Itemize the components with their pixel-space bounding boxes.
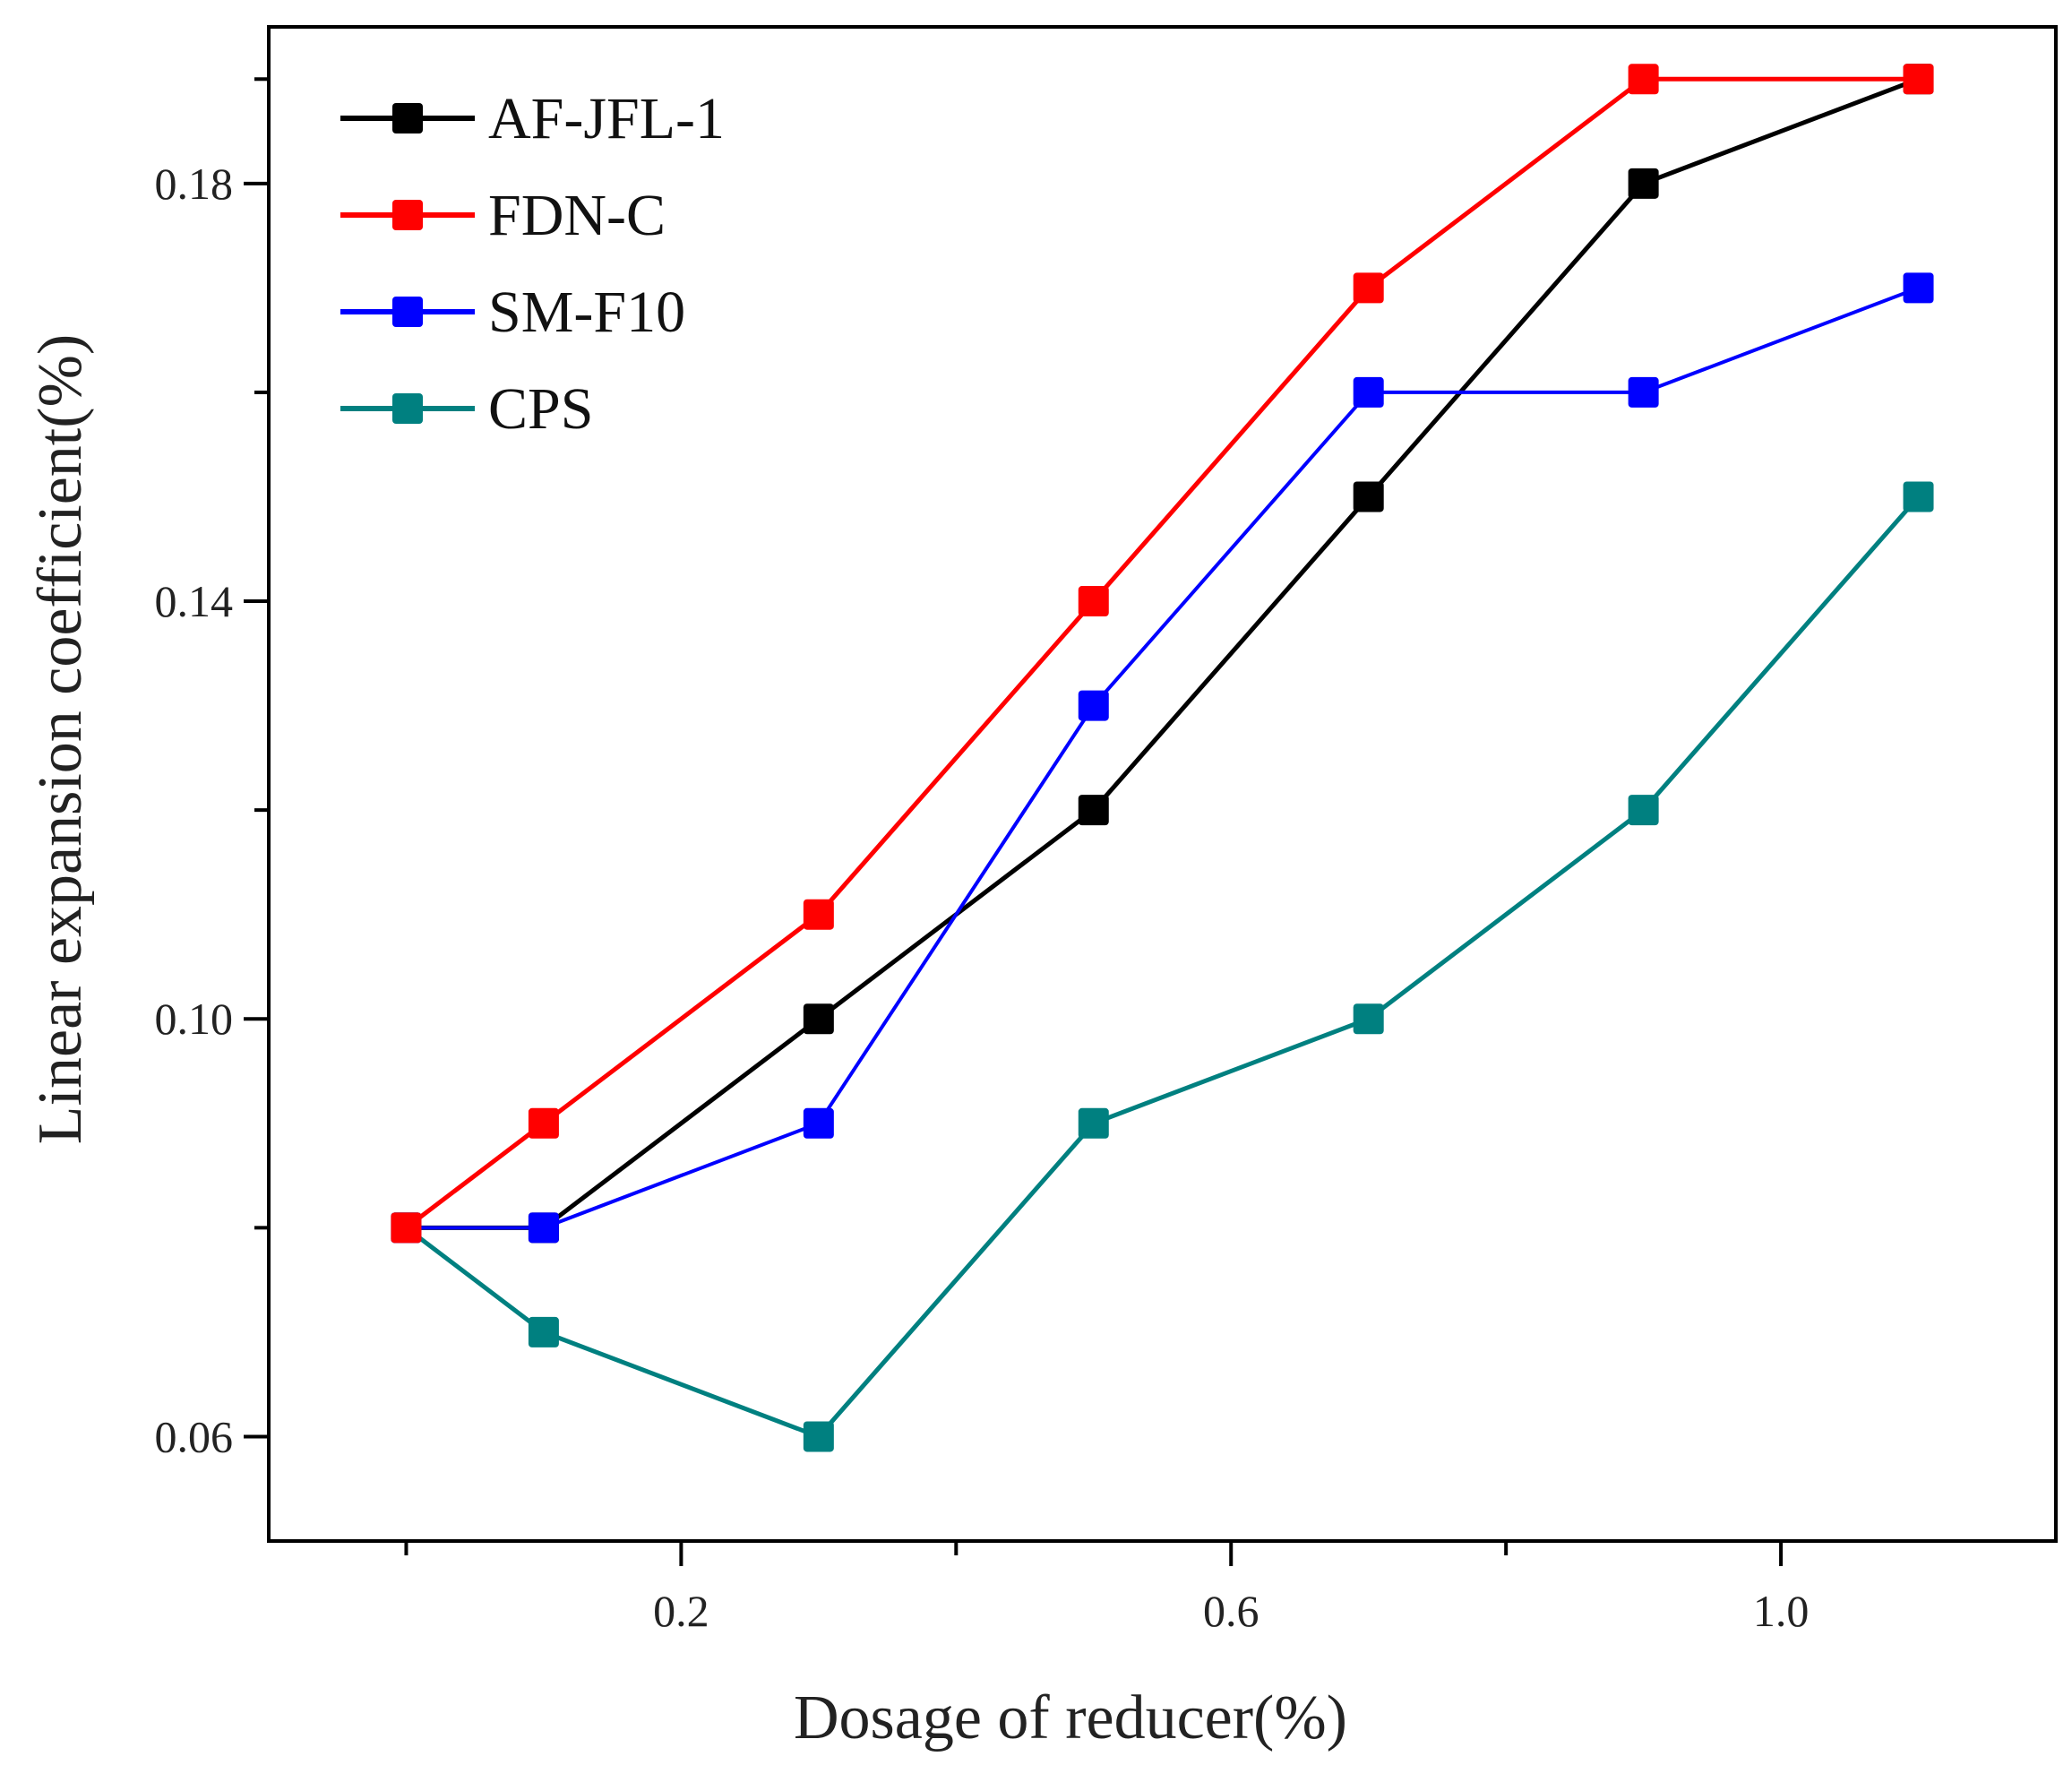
data-point: [803, 1003, 834, 1035]
x-tick-label: 1.0: [1753, 1586, 1810, 1636]
legend-marker: [392, 200, 423, 230]
legend: AF-JFL-1 FDN-C SM-F10 CPS: [340, 86, 725, 442]
legend-marker: [392, 393, 423, 424]
legend-marker: [392, 103, 423, 133]
legend-label: SM-F10: [488, 280, 685, 345]
data-point: [803, 899, 834, 930]
series-layer: [391, 64, 1934, 1452]
x-axis-title: Dosage of reducer(%): [794, 1683, 1347, 1752]
legend-label: CPS: [488, 376, 593, 442]
data-point: [1628, 376, 1659, 408]
data-point: [1353, 481, 1384, 512]
data-point: [391, 1212, 422, 1244]
data-point: [1078, 1107, 1109, 1139]
data-point: [1078, 795, 1109, 826]
x-axis: 0.2 0.6 1.0: [404, 1541, 1810, 1636]
data-point: [1353, 1003, 1384, 1035]
data-point: [1903, 64, 1934, 95]
y-axis: 0.06 0.10 0.14 0.18: [155, 77, 269, 1461]
data-point: [1353, 272, 1384, 304]
data-point: [1628, 795, 1659, 826]
data-point: [1903, 272, 1934, 304]
data-point: [528, 1107, 559, 1139]
data-point: [1628, 64, 1659, 95]
y-tick-label: 0.14: [155, 576, 234, 626]
legend-marker: [392, 297, 423, 327]
data-point: [1078, 586, 1109, 617]
y-tick-label: 0.06: [155, 1411, 234, 1461]
data-point: [1353, 376, 1384, 408]
data-point: [803, 1421, 834, 1452]
data-point: [1078, 690, 1109, 721]
series-line-cps: [404, 495, 1921, 1439]
y-tick-label: 0.18: [155, 159, 234, 209]
x-tick-label: 0.2: [653, 1586, 709, 1636]
legend-label: AF-JFL-1: [488, 86, 725, 151]
y-axis-title: Linear expansion coefficient(%): [26, 334, 95, 1144]
y-tick-label: 0.10: [155, 994, 234, 1044]
x-tick-label: 0.6: [1203, 1586, 1260, 1636]
data-point: [1628, 168, 1659, 199]
data-point: [1903, 481, 1934, 512]
legend-label: FDN-C: [488, 183, 666, 248]
series-line-fdn-c: [404, 76, 1919, 1230]
plot-frame: [267, 25, 2058, 1543]
data-point: [528, 1316, 559, 1347]
data-point: [803, 1107, 834, 1139]
data-point: [528, 1212, 559, 1244]
